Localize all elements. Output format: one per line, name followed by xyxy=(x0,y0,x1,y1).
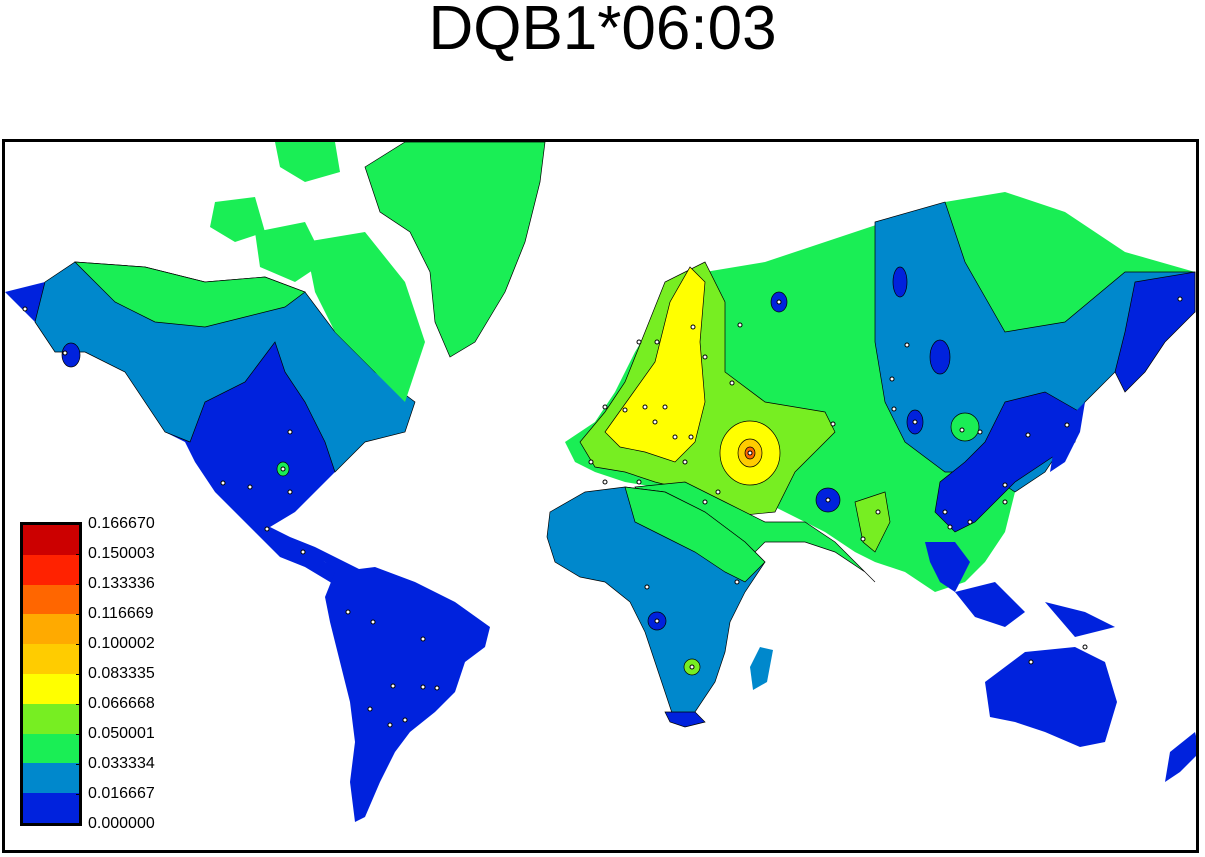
legend-color-bar xyxy=(20,522,82,826)
new-zealand xyxy=(1165,732,1196,782)
legend-labels: 0.166670 0.150003 0.133336 0.116669 0.100002… xyxy=(76,516,202,832)
world-map-panel xyxy=(2,139,1199,853)
legend-value: 0.066668 xyxy=(88,695,155,712)
legend-swatch xyxy=(23,644,79,674)
legend-tick xyxy=(76,704,81,705)
world-map xyxy=(5,142,1196,822)
greenland xyxy=(364,142,546,358)
legend-value: 0.016667 xyxy=(88,785,155,802)
legend-swatch xyxy=(23,793,79,823)
legend-tick xyxy=(76,644,81,645)
legend-swatch xyxy=(23,673,79,704)
alaska-spot xyxy=(61,342,81,368)
legend-tick xyxy=(76,674,81,675)
north-america-arctic-band xyxy=(74,261,306,328)
legend-value: 0.166670 xyxy=(88,515,155,532)
legend-tick xyxy=(76,734,81,735)
legend-value: 0.033334 xyxy=(88,755,155,772)
legend-tick xyxy=(76,824,81,825)
legend-tick xyxy=(76,524,81,525)
map-title: DQB1*06:03 xyxy=(428,0,777,63)
legend-value: 0.133336 xyxy=(88,575,155,592)
siberia-spot-2 xyxy=(929,339,951,375)
south-america xyxy=(325,567,490,822)
legend-value: 0.050001 xyxy=(88,725,155,742)
far-east-dark-band xyxy=(1114,271,1196,393)
legend-value: 0.100002 xyxy=(88,635,155,652)
legend-swatch xyxy=(23,525,79,555)
madagascar xyxy=(750,647,773,690)
europe-yellow-region xyxy=(604,266,706,463)
legend-value: 0.116669 xyxy=(88,605,154,622)
south-africa-dark xyxy=(664,711,706,728)
legend-swatch xyxy=(23,614,79,645)
legend-value: 0.083335 xyxy=(88,665,155,682)
legend-swatch xyxy=(23,554,79,585)
legend-swatch xyxy=(23,763,79,794)
legend-swatch xyxy=(23,584,79,615)
legend-swatch xyxy=(23,703,79,734)
legend-tick xyxy=(76,614,81,615)
sample-points xyxy=(22,296,1183,728)
color-scale-legend xyxy=(20,522,82,826)
legend-value: 0.150003 xyxy=(88,545,155,562)
legend-tick xyxy=(76,584,81,585)
mongolia-green-spot xyxy=(950,412,980,442)
australia xyxy=(985,647,1117,747)
legend-tick xyxy=(76,794,81,795)
arctic-archipelago xyxy=(210,142,425,402)
southeast-asia-region xyxy=(925,542,1115,637)
siberia-spot-1 xyxy=(892,266,908,298)
legend-tick xyxy=(76,554,81,555)
japan xyxy=(1050,402,1085,472)
legend-value: 0.000000 xyxy=(88,815,155,832)
legend-swatch xyxy=(23,733,79,764)
north-africa-green xyxy=(624,486,766,583)
legend-tick xyxy=(76,764,81,765)
